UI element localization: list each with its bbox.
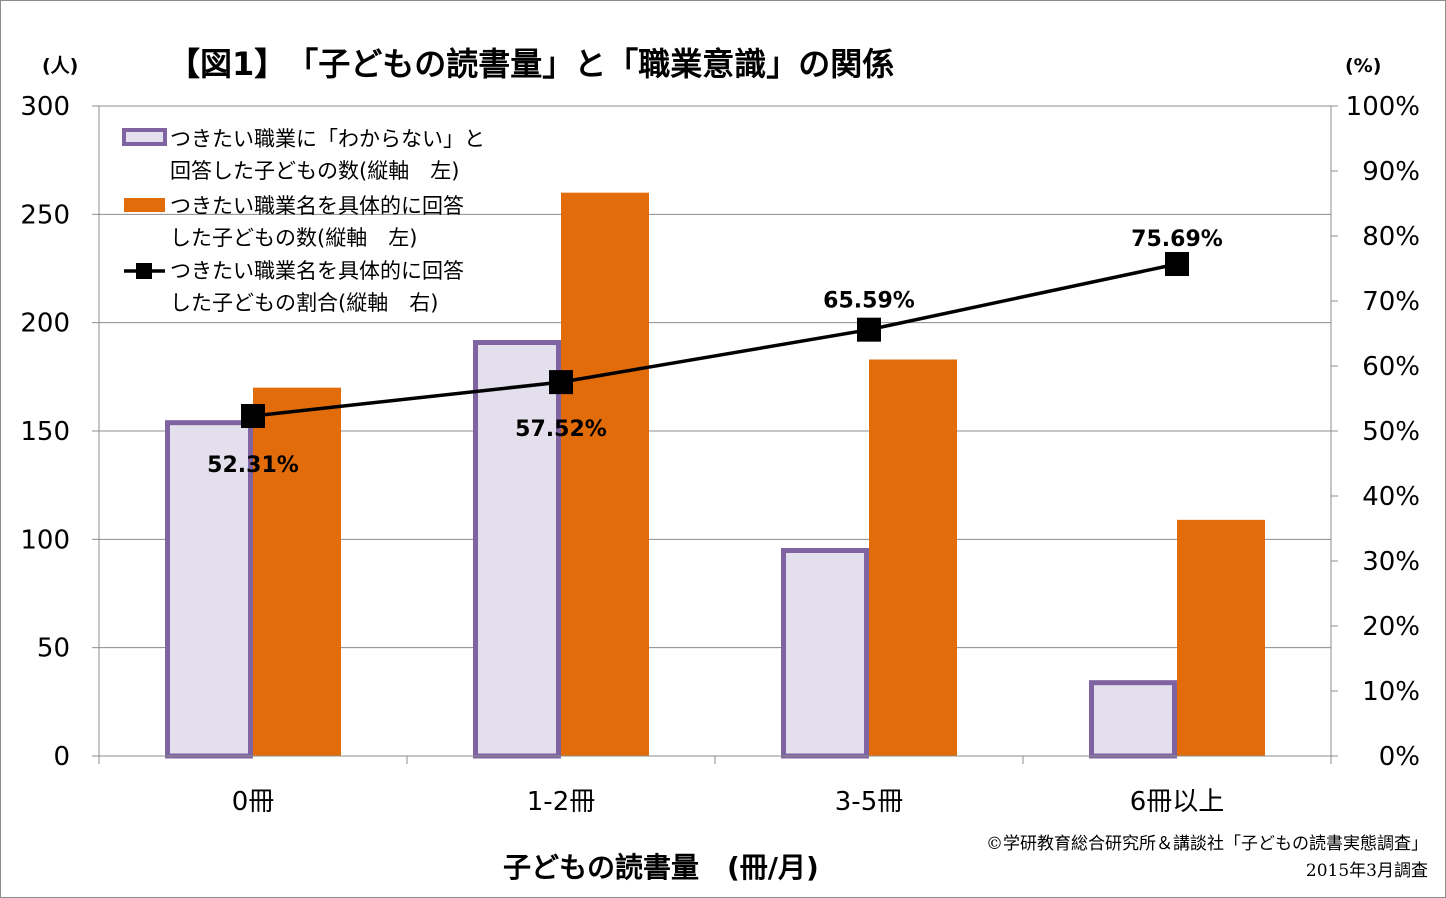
right-tick-label: 20% [1362,612,1420,642]
category-label: 1-2冊 [527,787,595,817]
legend-swatch-unknown [122,128,167,146]
bar-unknown-1 [473,340,561,759]
right-tick-label: 50% [1362,417,1420,447]
left-axis-unit: (人) [42,55,78,77]
bar-specific-3 [1177,519,1265,756]
bar-specific-2 [869,359,957,756]
credit-line-2: 2015年3月調査 [1306,861,1428,881]
right-tick-label: 100% [1346,92,1420,122]
credit-line-1: ©学研教育総合研究所＆講談社「子どもの読書実態調査」 [986,834,1428,854]
bar-specific-1 [561,192,649,756]
left-tick-label: 100 [20,525,70,555]
left-tick-label: 300 [20,92,70,122]
left-tick-label: 250 [20,200,70,230]
left-tick-label: 200 [20,309,70,339]
tick-labels: 0 50 100 150 200 250 300 0% 10% 20% 30% 40% 50% 60% 70… [20,92,1420,817]
ratio-marker-3 [1165,252,1189,277]
ratio-data-label-0: 52.31% [207,453,299,478]
right-tick-label: 10% [1362,677,1420,707]
ratio-data-label-3: 75.69% [1131,227,1223,252]
axes [92,105,1338,764]
right-axis-unit: (%) [1345,55,1381,77]
right-tick-label: 90% [1362,157,1420,187]
right-tick-label: 40% [1362,482,1420,512]
legend-marker-ratio [136,263,152,279]
ratio-line-path [252,262,1178,418]
bars [165,192,1265,759]
category-label: 3-5冊 [835,787,903,817]
legend: つきたい職業に「わからない」と 回答した子どもの数(縦軸 左) つきたい職業名を… [122,127,485,315]
right-tick-label: 60% [1362,352,1420,382]
left-tick-label: 0 [53,742,70,772]
right-tick-label: 30% [1362,547,1420,577]
bar-unknown-2 [781,548,869,759]
ratio-line: 52.31% 57.52% 65.59% 75.69% [207,227,1223,478]
legend-label-ratio-1: つきたい職業名を具体的に回答 [170,259,464,283]
x-axis-title: 子どもの読書量 (冊/月) [503,851,819,884]
legend-label-specific-1: つきたい職業名を具体的に回答 [170,194,464,218]
left-tick-label: 150 [20,417,70,447]
ratio-marker-0 [241,403,265,428]
category-label: 6冊以上 [1130,787,1225,817]
right-tick-label: 0% [1379,742,1420,772]
right-tick-label: 80% [1362,222,1420,252]
bar-unknown-0 [165,420,253,759]
right-tick-label: 70% [1362,287,1420,317]
legend-label-unknown-1: つきたい職業に「わからない」と [170,127,485,151]
ratio-marker-2 [857,317,881,342]
ratio-data-label-1: 57.52% [515,417,607,442]
left-tick-label: 50 [37,634,70,664]
bar-unknown-3 [1089,680,1177,759]
bar-specific-0 [253,387,341,756]
ratio-marker-1 [549,370,573,395]
category-label: 0冊 [232,787,275,817]
chart-title: 【図1】 「子どもの読書量」と「職業意識」の関係 [168,45,894,83]
legend-label-specific-2: した子どもの数(縦軸 左) [170,226,417,250]
legend-swatch-specific [124,198,165,212]
ratio-data-label-2: 65.59% [823,289,915,314]
legend-label-ratio-2: した子どもの割合(縦軸 右) [170,291,438,315]
legend-label-unknown-2: 回答した子どもの数(縦軸 左) [170,159,459,183]
